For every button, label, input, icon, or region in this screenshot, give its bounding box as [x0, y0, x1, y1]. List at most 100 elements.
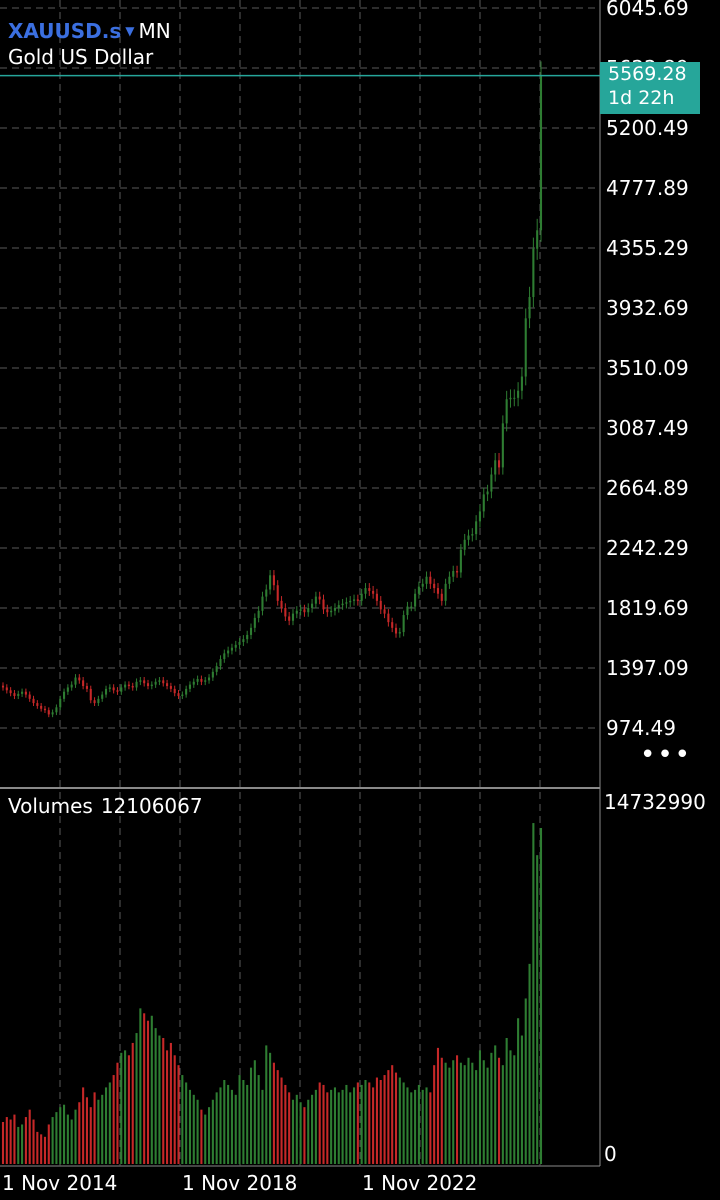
candle-body	[234, 644, 237, 648]
candle-body	[169, 686, 172, 689]
volume-bar	[51, 1117, 54, 1164]
volume-bar	[13, 1114, 16, 1164]
symbol-header: XAUUSD.s ▼ MN Gold US Dollar	[8, 18, 171, 70]
candle-body	[517, 390, 520, 398]
candle-body	[505, 399, 508, 424]
candle-body	[467, 535, 470, 540]
volume-bar	[204, 1114, 207, 1164]
candle-body	[318, 596, 321, 600]
candle-body	[364, 588, 367, 594]
candle-body	[425, 576, 428, 584]
volume-bar	[108, 1082, 111, 1164]
symbol-selector[interactable]: XAUUSD.s	[8, 19, 122, 43]
volume-bar	[417, 1084, 420, 1164]
candle-body	[124, 684, 127, 688]
candle-body	[59, 698, 62, 708]
timeframe-label[interactable]: MN	[138, 19, 171, 43]
volume-bar	[467, 1057, 470, 1164]
candle-body	[185, 688, 188, 695]
candle-body	[398, 632, 401, 634]
candle-body	[32, 698, 35, 704]
volume-bar	[356, 1082, 359, 1164]
candle-body	[215, 666, 218, 672]
candle-body	[40, 705, 43, 709]
candle-body	[311, 603, 314, 608]
volume-bar	[364, 1079, 367, 1164]
volume-bar	[421, 1089, 424, 1164]
current-price-value: 5569.28	[608, 63, 687, 85]
volume-bar	[425, 1087, 428, 1164]
volume-bar	[63, 1104, 66, 1164]
candle-body	[200, 678, 203, 682]
volume-bar	[398, 1077, 401, 1164]
volume-bar	[311, 1094, 314, 1164]
volume-bar	[402, 1082, 405, 1164]
candle-body	[528, 297, 531, 319]
candle-body	[17, 693, 20, 696]
volume-bar	[173, 1055, 176, 1164]
volume-bar	[394, 1072, 398, 1164]
volume-bar	[70, 1119, 73, 1164]
candle-body	[150, 684, 153, 687]
volume-bar	[291, 1099, 295, 1164]
symbol-description: Gold US Dollar	[8, 45, 154, 69]
candle-body	[261, 596, 264, 611]
candle-body	[414, 593, 417, 607]
candle-body	[181, 694, 184, 696]
volume-bar	[383, 1075, 386, 1164]
candle-body	[356, 599, 359, 601]
candle-body	[475, 521, 478, 535]
volume-bar	[17, 1126, 20, 1164]
candle-body	[272, 575, 275, 586]
candle-body	[9, 690, 12, 694]
volume-bar	[127, 1055, 130, 1164]
volume-bar	[36, 1131, 39, 1164]
candle-body	[402, 615, 405, 633]
candle-body	[433, 583, 436, 589]
volume-bar	[124, 1050, 127, 1164]
volume-bar	[28, 1109, 31, 1164]
candle-body	[341, 603, 344, 606]
candle-body	[440, 593, 443, 601]
candle-body	[139, 680, 142, 682]
candle-body	[162, 680, 165, 684]
volume-bar	[471, 1062, 474, 1164]
volume-bar	[238, 1075, 241, 1164]
volume-bar	[528, 963, 531, 1164]
volume-indicator-label[interactable]: Volumes 12106067	[8, 794, 211, 818]
candle-body	[63, 691, 66, 699]
candle-body	[143, 680, 146, 684]
candle-body	[47, 710, 50, 715]
volume-bar	[59, 1107, 62, 1164]
volume-bar	[486, 1067, 489, 1164]
candle-body	[249, 627, 253, 635]
volume-bar	[104, 1087, 108, 1164]
volume-bar	[372, 1087, 375, 1164]
volume-bar	[410, 1092, 413, 1164]
candle-body	[322, 599, 325, 610]
chevron-down-icon[interactable]: ▼	[125, 24, 135, 38]
candle-body	[471, 534, 474, 536]
volume-bar	[169, 1042, 172, 1164]
candle-body	[276, 585, 279, 601]
candle-body	[337, 605, 340, 608]
candle-body	[85, 686, 88, 689]
volume-bar	[166, 1050, 169, 1164]
candle-body	[28, 694, 31, 699]
volume-bar	[200, 1109, 203, 1164]
volume-bar	[387, 1070, 390, 1164]
volume-bar	[497, 1057, 501, 1164]
candle-body	[539, 75, 543, 231]
candle-body	[230, 647, 233, 651]
candle-body	[490, 474, 493, 492]
volume-bar	[120, 1052, 123, 1164]
candle-body	[101, 694, 104, 699]
candle-body	[257, 610, 260, 618]
candle-body	[448, 576, 451, 584]
price-axis-label: 3510.09	[606, 356, 689, 380]
candle-body	[131, 686, 134, 688]
candle-body	[421, 583, 424, 587]
price-axis-label: 3087.49	[606, 416, 689, 440]
more-dots-icon[interactable]: •••	[640, 740, 693, 770]
